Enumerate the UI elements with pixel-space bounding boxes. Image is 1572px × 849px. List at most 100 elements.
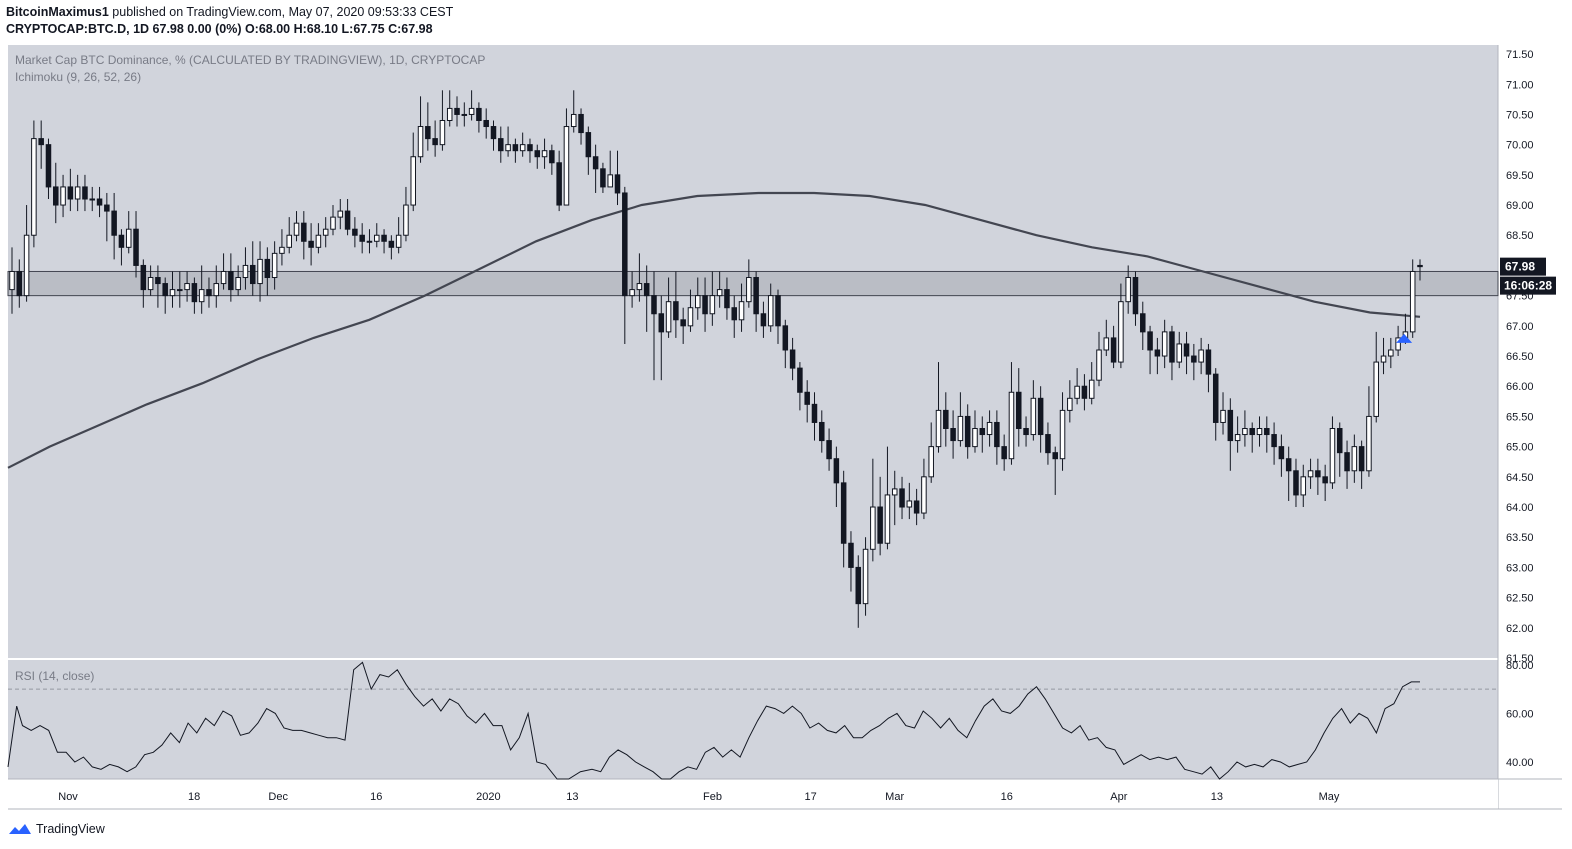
candle: [1278, 434, 1285, 477]
candle: [1366, 386, 1372, 477]
candle-down: [111, 210, 117, 236]
candle: [293, 211, 300, 242]
candle: [1227, 398, 1234, 471]
candle: [1205, 343, 1212, 393]
candle-down: [1169, 331, 1175, 363]
candle-down: [527, 144, 533, 152]
author-name[interactable]: BitcoinMaximus1: [6, 5, 109, 19]
candle: [1198, 337, 1204, 375]
rsi-indicator: 80.00 60.00 40.00: [7, 660, 1534, 780]
time-axis[interactable]: [8, 779, 1498, 809]
candle-down: [964, 415, 971, 448]
breakout-marker-arrow: [1396, 333, 1413, 343]
candle-down: [1147, 331, 1153, 351]
candle: [344, 199, 351, 236]
candle-up: [9, 270, 15, 291]
candle: [673, 271, 679, 338]
candle: [1074, 368, 1080, 405]
candle: [1373, 331, 1379, 423]
time-tick-label: 17: [804, 791, 816, 803]
countdown-tag: [1500, 276, 1556, 295]
candle-down: [388, 240, 395, 248]
candle: [578, 108, 584, 145]
time-tick-label: 16: [370, 791, 382, 803]
candle-up: [125, 228, 132, 248]
candle: [570, 90, 577, 133]
candle: [425, 102, 431, 151]
candle: [220, 253, 227, 290]
candle: [833, 446, 840, 508]
candle-up: [271, 252, 278, 279]
candle-down: [1227, 409, 1234, 442]
time-tick-label: 16: [1001, 791, 1013, 803]
candle-down: [381, 234, 387, 242]
candle: [1169, 325, 1175, 381]
price-pane[interactable]: [8, 45, 1498, 658]
price-tick-label: 62.00: [1506, 623, 1534, 635]
candle: [972, 410, 978, 453]
candle: [760, 301, 767, 338]
candle-up: [279, 246, 285, 254]
candle: [410, 132, 417, 212]
candle: [140, 259, 147, 308]
candle-up: [74, 186, 81, 200]
candle-down: [826, 440, 832, 460]
candle: [687, 289, 694, 332]
candle-down: [1110, 337, 1117, 363]
price-tick-label: 70.50: [1506, 109, 1534, 121]
candle-down: [1132, 277, 1139, 315]
candle: [979, 416, 986, 453]
candle-up: [220, 270, 227, 285]
candle-down: [1264, 428, 1270, 436]
candle: [957, 392, 964, 447]
candle-down: [483, 119, 489, 128]
rsi-pane[interactable]: [8, 660, 1498, 779]
candle: [169, 271, 176, 308]
candle: [592, 144, 599, 193]
candle: [1388, 337, 1394, 369]
candle-down: [45, 144, 52, 188]
candle-up: [235, 277, 241, 291]
candle: [877, 476, 883, 556]
candle-down: [614, 174, 621, 194]
chart-canvas[interactable]: 71.5071.0070.5070.0069.5069.0068.5067.50…: [0, 0, 1572, 820]
price-tick-label: 64.50: [1506, 472, 1534, 484]
price-tick-label: 70.00: [1506, 140, 1534, 152]
candle-down: [82, 186, 88, 200]
candle-up: [563, 126, 570, 206]
candle-down: [775, 295, 781, 327]
candle-down: [359, 234, 365, 242]
candle-down: [877, 506, 883, 544]
price-axis[interactable]: [1498, 45, 1562, 779]
candle-up: [695, 295, 701, 309]
candle-up: [1059, 409, 1066, 460]
candle: [133, 211, 139, 278]
candle: [1154, 337, 1161, 375]
candle-up: [1256, 428, 1263, 436]
candle: [111, 192, 117, 260]
candle-down: [549, 150, 555, 164]
breakout-marker: [1396, 333, 1413, 343]
candle-down: [840, 482, 847, 544]
candle: [767, 283, 774, 332]
candle-down: [534, 150, 541, 158]
footer-brand[interactable]: TradingView: [36, 822, 105, 836]
candle-up: [257, 258, 263, 285]
candle: [352, 217, 358, 248]
candle: [1191, 343, 1197, 381]
candle-down: [476, 107, 482, 121]
footer: TradingView: [8, 820, 105, 838]
candle: [1380, 337, 1387, 375]
candle-down: [680, 319, 686, 327]
candle-down: [789, 349, 796, 369]
candle: [556, 150, 562, 212]
candle: [848, 531, 854, 592]
candle-down: [162, 283, 168, 297]
candle: [607, 150, 613, 188]
candle: [840, 470, 847, 568]
chart-title: Market Cap BTC Dominance, % (CALCULATED …: [15, 53, 485, 67]
candle: [819, 410, 825, 453]
time-tick-label: 2020: [476, 791, 500, 803]
candle-down: [724, 289, 730, 309]
candle: [1285, 446, 1292, 501]
